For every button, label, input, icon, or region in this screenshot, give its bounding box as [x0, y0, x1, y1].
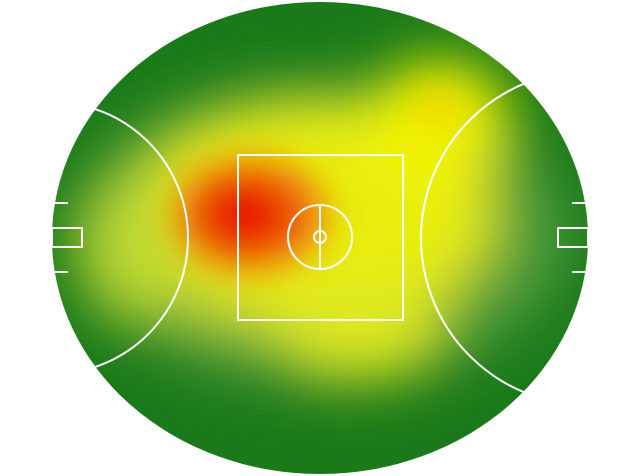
field: [52, 2, 588, 474]
heatmap: [52, 2, 588, 474]
